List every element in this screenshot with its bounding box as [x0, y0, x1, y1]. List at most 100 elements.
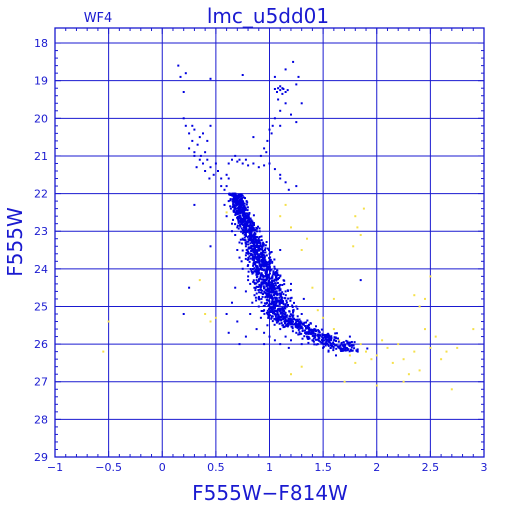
- star-point: [355, 349, 358, 352]
- star-point: [287, 324, 290, 327]
- faint-star-point: [343, 380, 346, 383]
- star-point: [274, 282, 277, 285]
- star-point: [300, 325, 303, 328]
- star-point: [247, 164, 250, 167]
- star-point: [267, 304, 270, 307]
- star-point: [263, 343, 266, 346]
- star-point: [293, 318, 296, 321]
- star-point: [259, 154, 262, 157]
- star-point: [264, 270, 267, 273]
- star-point: [268, 257, 271, 259]
- star-point: [302, 297, 305, 300]
- star-point: [325, 336, 328, 338]
- star-point: [238, 217, 241, 219]
- star-point: [296, 318, 299, 321]
- star-point: [258, 236, 261, 238]
- star-point: [332, 349, 335, 352]
- star-point: [339, 344, 342, 347]
- star-point: [283, 297, 286, 300]
- star-point: [251, 225, 254, 227]
- star-point: [291, 304, 294, 307]
- star-point: [248, 212, 251, 214]
- star-point: [282, 318, 285, 320]
- star-point: [238, 211, 241, 214]
- star-point: [279, 328, 282, 331]
- star-point: [304, 325, 307, 327]
- star-point: [270, 315, 273, 318]
- star-point: [237, 216, 239, 218]
- star-point: [250, 235, 252, 238]
- star-point: [241, 223, 243, 226]
- star-point: [284, 294, 287, 297]
- star-point: [235, 207, 238, 210]
- star-point: [258, 227, 261, 230]
- star-point: [242, 201, 245, 204]
- star-point: [232, 203, 235, 206]
- star-point: [349, 341, 352, 344]
- star-point: [312, 337, 315, 340]
- star-point: [287, 346, 290, 349]
- star-point: [253, 243, 256, 246]
- faint-star-point: [386, 346, 389, 349]
- star-point: [267, 292, 270, 295]
- star-point: [258, 249, 261, 252]
- x-tick-label: 1: [266, 461, 273, 474]
- faint-star-point: [356, 226, 359, 229]
- star-point: [252, 236, 255, 239]
- star-point: [229, 205, 232, 208]
- star-point: [285, 299, 288, 302]
- star-point: [257, 305, 260, 308]
- star-point: [303, 329, 306, 332]
- star-point: [346, 342, 349, 344]
- star-point: [261, 263, 264, 266]
- star-point: [284, 313, 286, 316]
- star-point: [277, 300, 280, 303]
- star-point: [258, 246, 260, 248]
- star-point: [282, 307, 285, 310]
- star-point: [279, 274, 282, 277]
- star-point: [236, 217, 239, 220]
- star-point: [241, 249, 244, 252]
- star-point: [246, 206, 249, 209]
- star-point: [312, 340, 315, 343]
- star-point: [290, 282, 292, 285]
- star-point: [266, 292, 269, 295]
- star-point: [279, 307, 282, 310]
- star-point: [284, 311, 287, 314]
- star-point: [265, 277, 268, 280]
- star-point: [292, 320, 294, 323]
- star-point: [282, 88, 285, 90]
- star-point: [242, 223, 245, 226]
- star-point: [254, 250, 257, 252]
- star-point: [321, 340, 324, 343]
- star-point: [327, 349, 330, 352]
- star-point: [283, 310, 286, 313]
- star-point: [337, 345, 340, 348]
- star-point: [246, 265, 249, 267]
- star-point: [241, 217, 244, 220]
- star-point: [245, 248, 248, 251]
- star-point: [274, 310, 277, 313]
- star-point: [257, 267, 259, 270]
- star-point: [255, 240, 258, 243]
- star-point: [232, 194, 235, 197]
- star-point: [232, 196, 235, 199]
- star-point: [243, 202, 246, 205]
- star-point: [244, 197, 246, 200]
- star-point: [305, 327, 308, 330]
- x-tick-label: 0: [159, 461, 166, 474]
- star-point: [333, 339, 336, 342]
- star-point: [353, 347, 356, 350]
- star-point: [268, 300, 271, 303]
- star-point: [268, 268, 271, 271]
- star-point: [296, 324, 299, 327]
- star-point: [342, 341, 345, 344]
- star-point: [263, 261, 266, 264]
- star-point: [282, 310, 285, 313]
- star-point: [276, 286, 279, 288]
- star-point: [259, 266, 262, 269]
- star-point: [240, 230, 243, 233]
- axis-ticks: [54, 28, 485, 458]
- star-point: [301, 337, 304, 340]
- star-point: [238, 241, 241, 244]
